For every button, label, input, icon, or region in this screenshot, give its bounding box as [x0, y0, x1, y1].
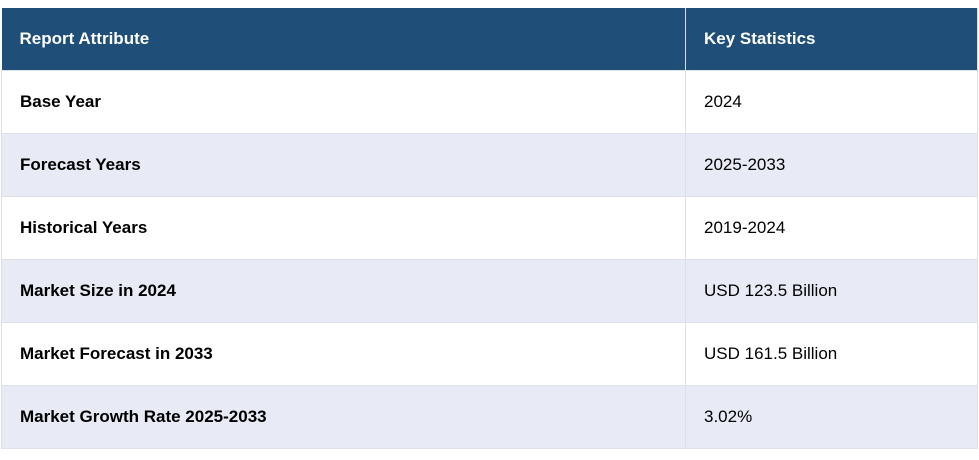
value-cell: 2025-2033 [685, 133, 978, 197]
attribute-cell: Forecast Years [1, 133, 686, 197]
value-cell: USD 123.5 Billion [685, 259, 978, 323]
table-row: Market Growth Rate 2025-2033 3.02% [1, 385, 978, 449]
value-cell: 3.02% [685, 385, 978, 449]
table-body: Base Year 2024 Forecast Years 2025-2033 Hist… [1, 70, 978, 449]
value-cell: 2024 [685, 70, 978, 134]
attribute-cell: Market Forecast in 2033 [1, 322, 686, 386]
table-row: Forecast Years 2025-2033 [1, 133, 978, 197]
attribute-cell: Market Growth Rate 2025-2033 [1, 385, 686, 449]
table-row: Market Size in 2024 USD 123.5 Billion [1, 259, 978, 323]
table-row: Base Year 2024 [1, 70, 978, 134]
table-row: Market Forecast in 2033 USD 161.5 Billion [1, 322, 978, 386]
attribute-cell: Historical Years [1, 196, 686, 260]
header-cell: Key Statistics [685, 8, 978, 71]
value-cell: 2019-2024 [685, 196, 978, 260]
attribute-cell: Base Year [1, 70, 686, 134]
attribute-cell: Market Size in 2024 [1, 259, 686, 323]
header-row: Report Attribute Key Statistics [1, 8, 978, 71]
report-table: Report Attribute Key Statistics Base Yea… [1, 8, 978, 449]
table-row: Historical Years 2019-2024 [1, 196, 978, 260]
header-cell: Report Attribute [1, 8, 686, 71]
value-cell: USD 161.5 Billion [685, 322, 978, 386]
